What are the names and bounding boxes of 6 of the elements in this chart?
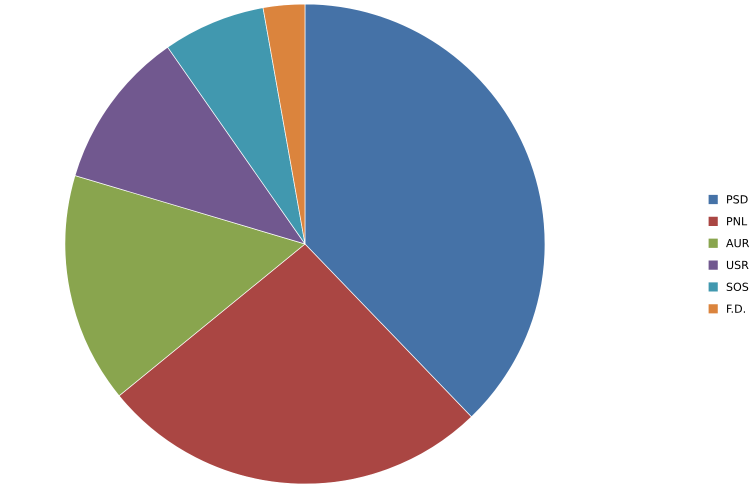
legend-label: SOS <box>726 282 748 292</box>
legend-label: PSD <box>727 195 748 204</box>
legend-label: AUR <box>726 239 750 248</box>
legend-label: F.D. <box>727 304 745 313</box>
legend-label: PNL <box>727 217 748 226</box>
legend-label: USR <box>726 260 749 270</box>
